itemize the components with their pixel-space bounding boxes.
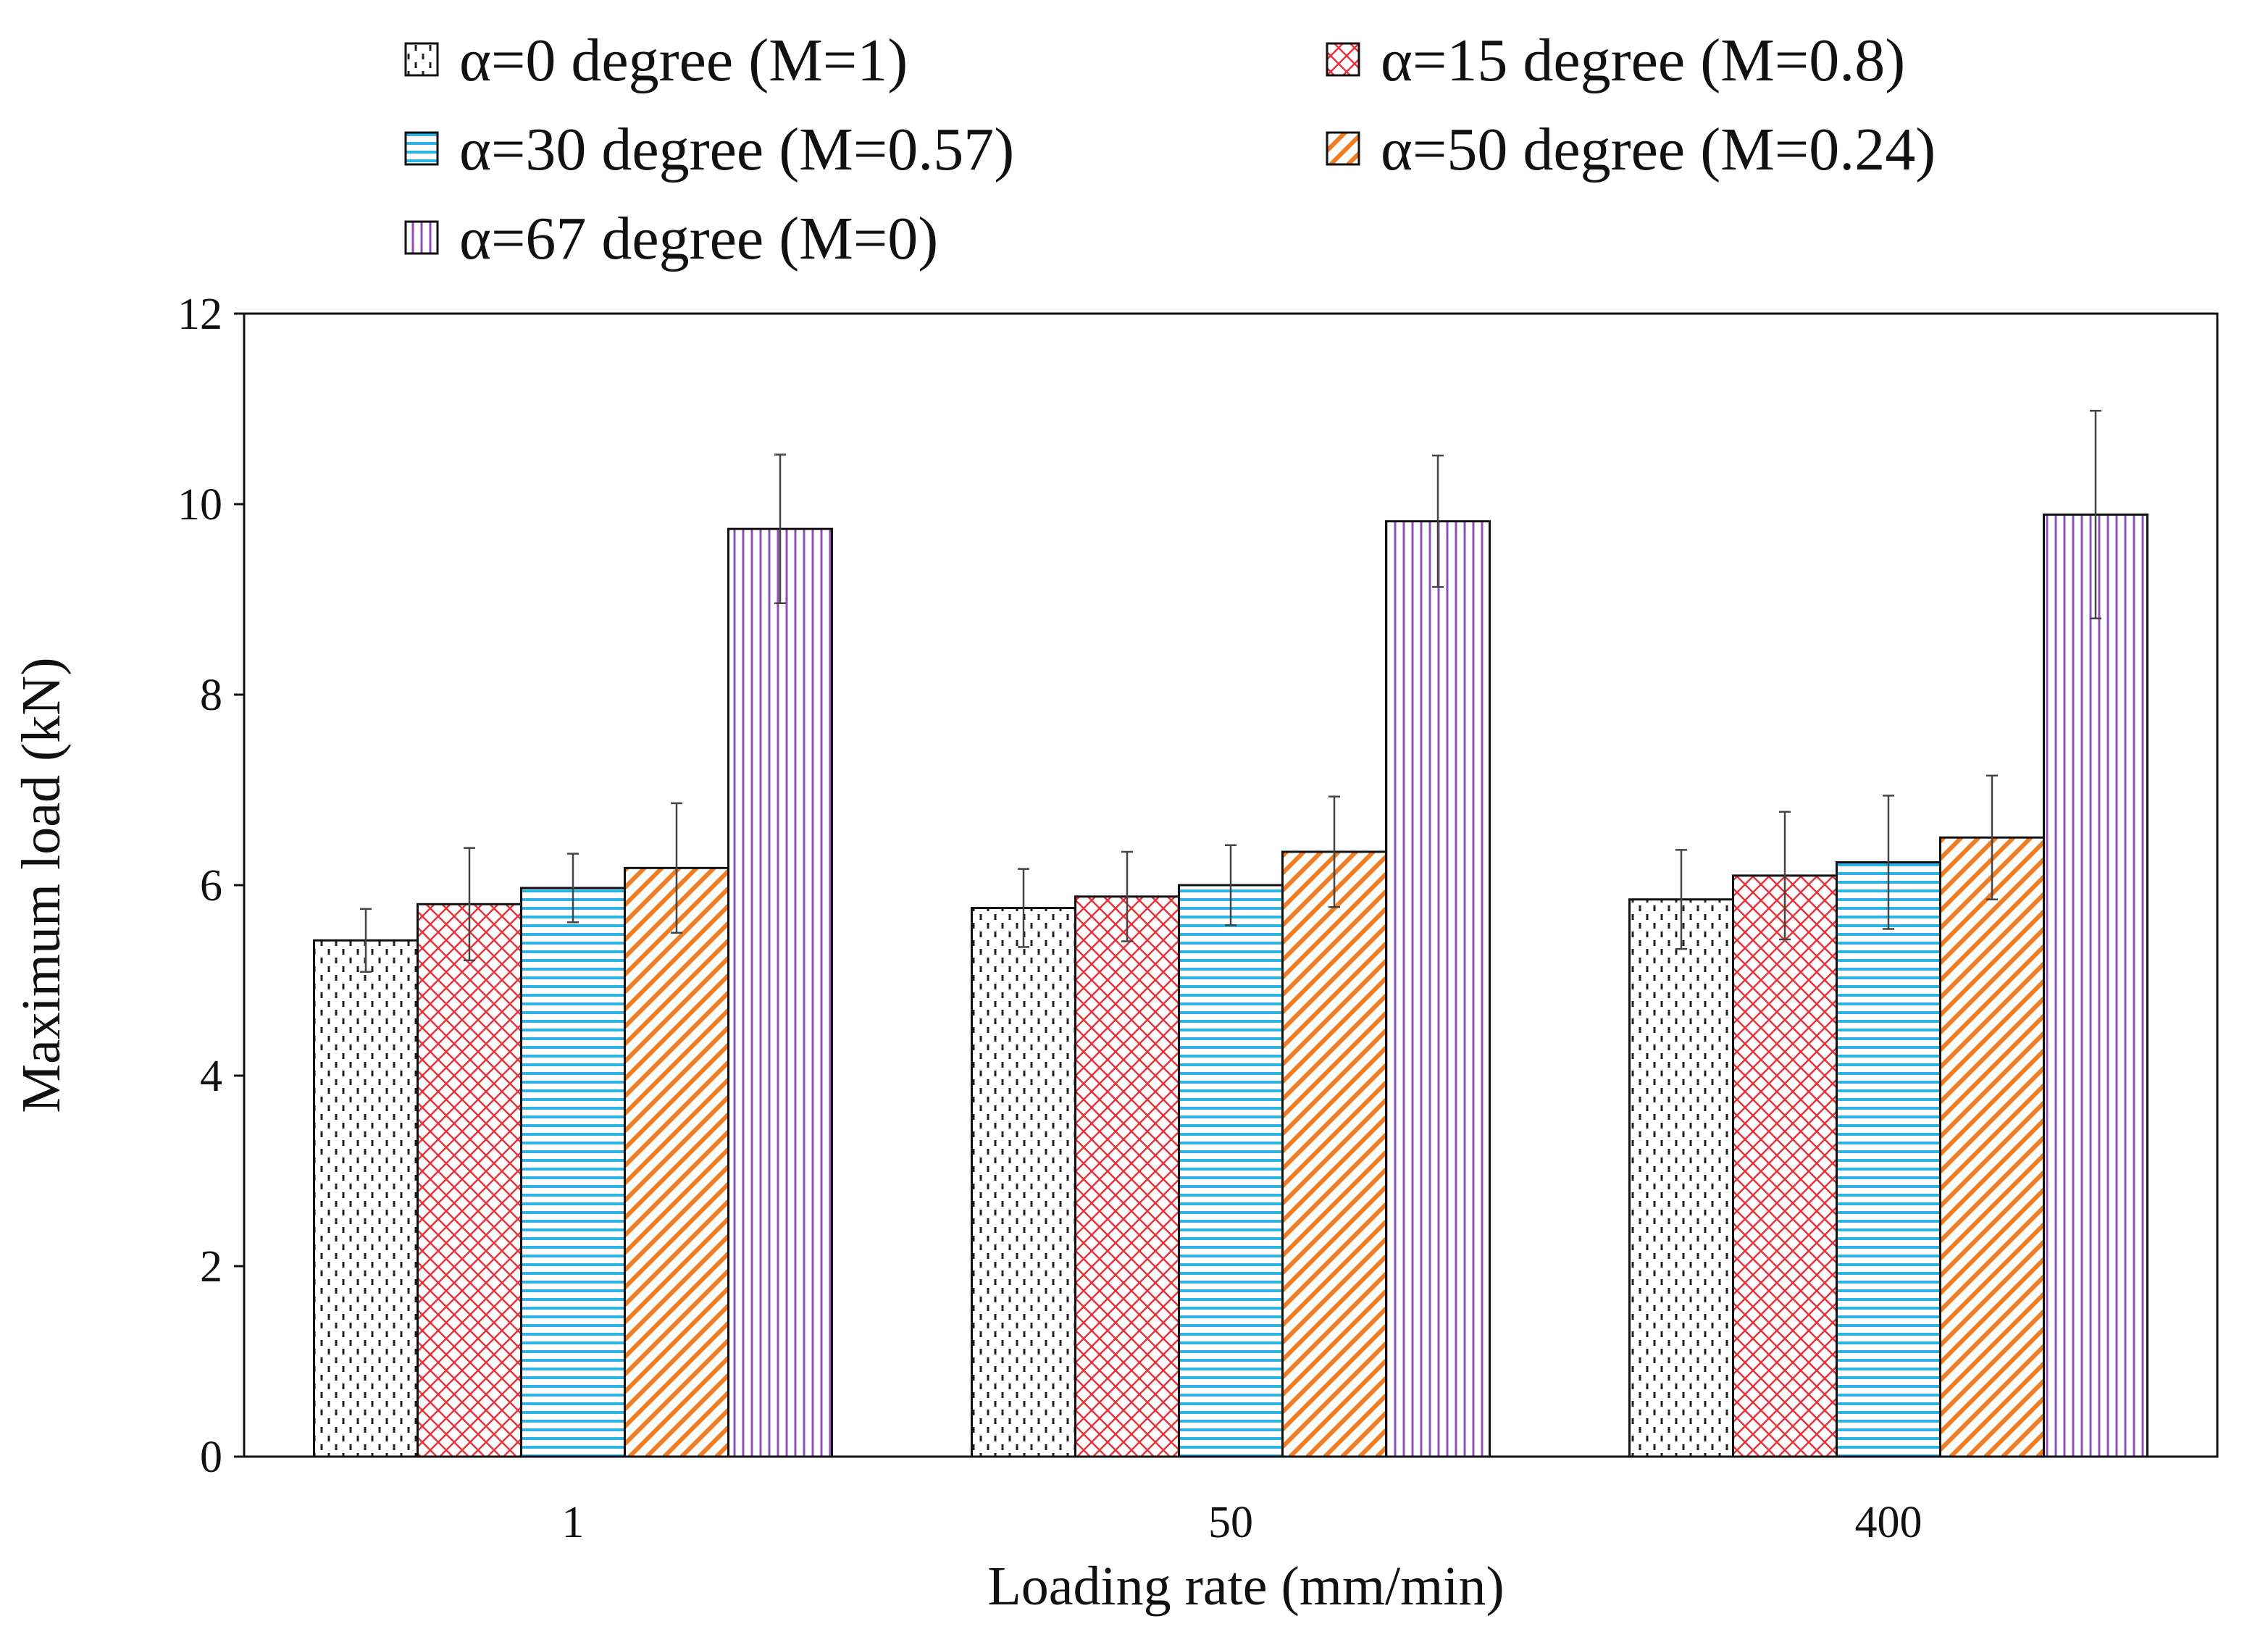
error-bars-group <box>360 409 2101 973</box>
legend-swatch <box>1326 131 1360 166</box>
x-axis-ticks: 1 50 400 <box>562 1498 1922 1547</box>
legend-label: α=50 degree (M=0.24) <box>1381 116 1936 183</box>
y-tick-label: 0 <box>200 1433 222 1482</box>
y-tick-label: 12 <box>177 290 222 339</box>
legend-label: α=30 degree (M=0.57) <box>459 116 1014 183</box>
legend-label: α=67 degree (M=0) <box>459 205 938 272</box>
y-tick-label: 4 <box>200 1052 222 1101</box>
bar <box>417 903 522 1458</box>
bar <box>520 887 626 1458</box>
y-tick-label: 2 <box>200 1242 222 1291</box>
bar <box>313 939 419 1458</box>
x-axis-title: Loading rate (mm/min) <box>987 1556 1504 1617</box>
bar <box>1074 895 1180 1458</box>
bar <box>624 866 729 1458</box>
bar <box>971 907 1076 1458</box>
x-tick-label: 50 <box>1208 1498 1253 1547</box>
y-tick-label: 8 <box>200 671 222 720</box>
legend: α=0 degree (M=1) α=15 degree (M=0.8) α=30 … <box>404 27 1936 272</box>
legend-swatch <box>404 131 439 166</box>
bar <box>727 527 833 1458</box>
bar <box>1628 898 1734 1458</box>
bar <box>1178 884 1284 1458</box>
y-axis-title: Maximum load (kN) <box>11 657 72 1113</box>
bar <box>1732 874 1838 1458</box>
y-tick-label: 6 <box>200 861 222 910</box>
bars-group <box>313 513 2148 1458</box>
bar <box>1385 520 1491 1458</box>
y-tick-label: 10 <box>177 480 222 529</box>
legend-label: α=15 degree (M=0.8) <box>1381 27 1905 94</box>
legend-swatch <box>404 220 439 255</box>
bar <box>1939 836 2045 1458</box>
bar <box>1836 861 1941 1458</box>
bar <box>2043 513 2148 1458</box>
legend-swatch <box>1326 42 1360 77</box>
bar <box>1281 850 1387 1458</box>
x-tick-label: 400 <box>1855 1498 1922 1547</box>
legend-swatch <box>404 42 439 77</box>
y-axis-ticks: 0 2 4 6 8 10 12 <box>177 290 244 1482</box>
legend-label: α=0 degree (M=1) <box>459 27 908 94</box>
x-tick-label: 1 <box>562 1498 585 1547</box>
